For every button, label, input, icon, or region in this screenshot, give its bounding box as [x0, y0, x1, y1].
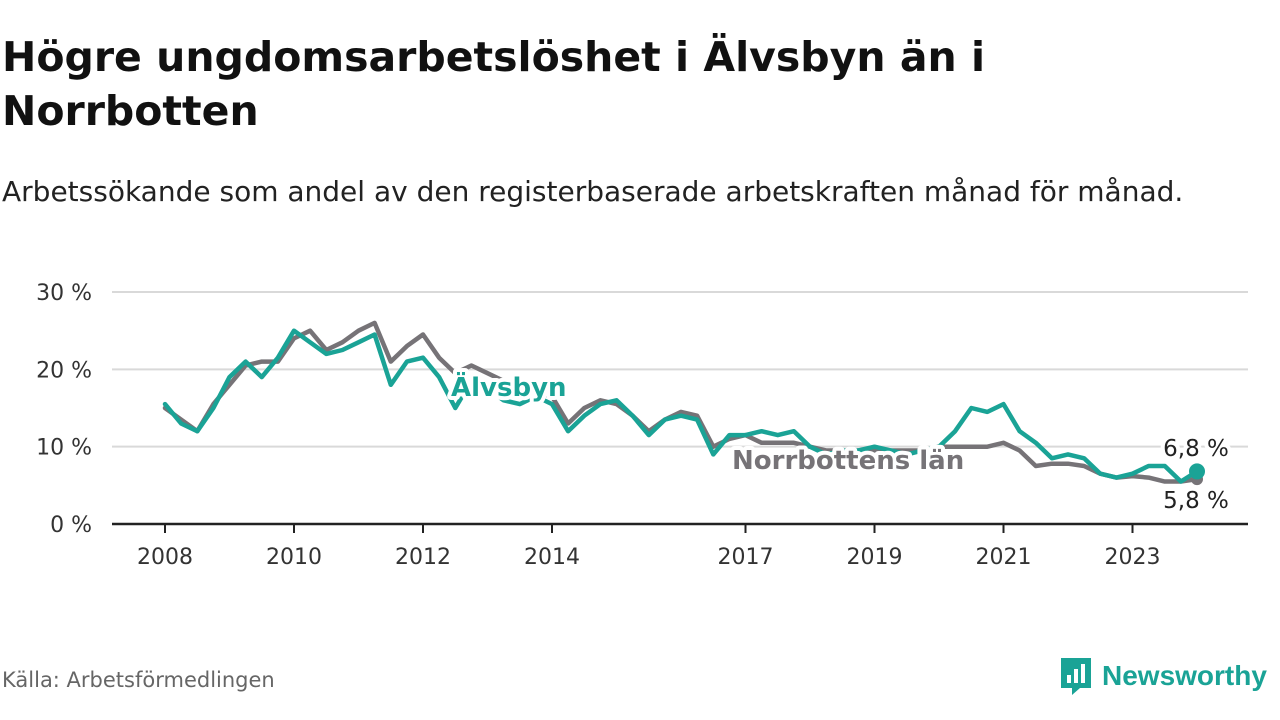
series-label-alvsbyn: Älvsbyn: [451, 371, 567, 403]
source-note: Källa: Arbetsförmedlingen: [2, 668, 275, 692]
newsworthy-logo[interactable]: Newsworthy: [1058, 654, 1267, 698]
x-tick-label: 2010: [266, 545, 322, 570]
y-tick-label: 30 %: [36, 281, 92, 306]
series-label-norrbotten: Norrbottens län: [732, 446, 964, 476]
x-tick-label: 2019: [847, 545, 903, 570]
newsworthy-icon: [1061, 658, 1091, 695]
x-tick-label: 2017: [718, 545, 774, 570]
chart-title: Högre ungdomsarbetslöshet i Älvsbyn än i…: [2, 33, 985, 135]
end-label-norrbotten: 5,8 %: [1163, 488, 1229, 514]
x-tick-label: 2012: [395, 545, 451, 570]
chart-subtitle: Arbetssökande som andel av den registerb…: [2, 175, 1184, 208]
brand-name: Newsworthy: [1102, 660, 1267, 691]
x-tick-label: 2014: [524, 545, 580, 570]
y-tick-label: 10 %: [36, 436, 92, 461]
x-tick-label: 2008: [137, 545, 193, 570]
y-tick-label: 0 %: [50, 513, 92, 538]
end-point-alvsbyn: [1189, 463, 1205, 480]
x-tick-label: 2021: [976, 545, 1032, 570]
series-line: [162, 328, 1200, 484]
end-label-alvsbyn: 6,8 %: [1163, 436, 1229, 462]
y-tick-label: 20 %: [36, 358, 92, 383]
x-tick-label: 2023: [1105, 545, 1161, 570]
series-line: [162, 320, 1200, 484]
